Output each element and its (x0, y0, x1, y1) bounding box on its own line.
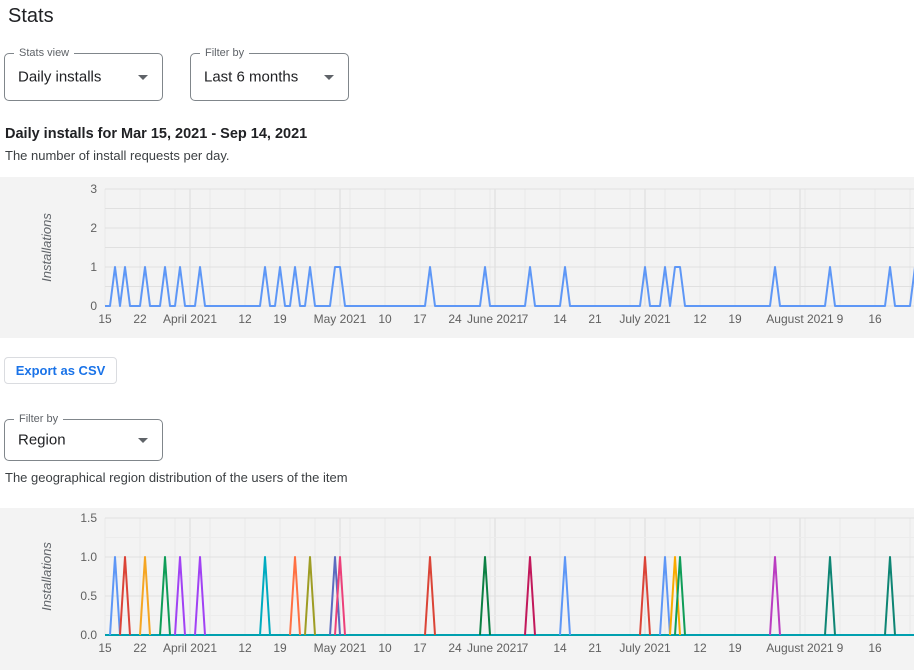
region-spike-series (119, 556, 131, 636)
x-axis-tick-label: 17 (413, 312, 427, 326)
x-axis-tick-label: 19 (728, 641, 742, 655)
daily-installs-subheading: The number of install requests per day. (5, 148, 230, 163)
region-filter-select-value: Region (18, 431, 66, 449)
x-axis-tick-label: 17 (413, 641, 427, 655)
x-axis-tick-label: May 2021 (314, 312, 367, 326)
region-spike-series (329, 556, 341, 636)
region-spike-series (524, 556, 536, 636)
y-axis-tick-label: 1 (90, 260, 97, 274)
x-axis-tick-label: 12 (238, 312, 252, 326)
region-filter-select[interactable]: Filter by Region (4, 413, 163, 461)
x-axis-tick-label: May 2021 (314, 641, 367, 655)
x-axis-tick-label: 21 (588, 312, 602, 326)
y-axis-tick-label: 0.5 (80, 589, 97, 603)
region-spike-series (194, 556, 206, 636)
x-axis-tick-label: 12 (693, 641, 707, 655)
region-spike-series (289, 556, 301, 636)
x-axis-tick-label: 10 (378, 641, 392, 655)
y-axis-tick-label: 1.0 (80, 550, 97, 564)
x-axis-tick-label: 21 (588, 641, 602, 655)
time-filter-select-value: Last 6 months (204, 68, 299, 86)
x-axis-tick-label: 9 (837, 312, 844, 326)
y-axis-tick-label: 0.0 (80, 628, 97, 642)
x-axis-tick-label: 14 (553, 312, 567, 326)
region-distribution-description: The geographical region distribution of … (5, 470, 348, 485)
x-axis-tick-label: August 2021 (766, 312, 834, 326)
y-axis-tick-label: 0 (90, 299, 97, 313)
x-axis-tick-label: 15 (98, 641, 112, 655)
x-axis-tick-label: 19 (273, 312, 287, 326)
daily-installs-heading: Daily installs for Mar 15, 2021 - Sep 14… (5, 126, 308, 142)
region-spike-series (769, 556, 781, 636)
x-axis-tick-label: 14 (553, 641, 567, 655)
region-spike-series (159, 556, 171, 636)
region-spike-series (259, 556, 271, 636)
x-axis-tick-label: 16 (868, 641, 882, 655)
region-spike-series (424, 556, 436, 636)
x-axis-tick-label: 19 (273, 641, 287, 655)
region-spike-series (139, 556, 151, 636)
region-spike-series (559, 556, 571, 636)
x-axis-tick-label: August 2021 (766, 641, 834, 655)
x-axis-tick-label: 7 (522, 312, 529, 326)
chevron-down-icon (138, 75, 148, 80)
x-axis-tick-label: 16 (868, 312, 882, 326)
x-axis-tick-label: 12 (693, 312, 707, 326)
x-axis-tick-label: 22 (133, 641, 147, 655)
x-axis-tick-label: April 2021 (163, 312, 217, 326)
region-installs-chart[interactable]: 0.0 0.5 1.0 1.5 15 22 April 2021 12 19 May 2021 10… (0, 508, 914, 670)
chevron-down-icon (324, 75, 334, 80)
region-spike-series (884, 556, 896, 636)
installs-line-series (105, 266, 914, 307)
x-axis-tick-label: July 2021 (619, 312, 671, 326)
region-spike-series (824, 556, 836, 636)
y-axis-tick-label: 3 (90, 182, 97, 196)
region-spike-series (334, 556, 346, 636)
region-spike-series (479, 556, 491, 636)
time-filter-select-label: Filter by (200, 47, 250, 60)
time-filter-select[interactable]: Filter by Last 6 months (190, 47, 349, 101)
x-axis-tick-label: 9 (837, 641, 844, 655)
x-axis-tick-label: June 2021 (467, 641, 523, 655)
x-axis-tick-label: April 2021 (163, 641, 217, 655)
y-axis-title: Installations (39, 213, 54, 282)
x-axis-tick-label: 24 (448, 641, 462, 655)
region-spike-series (669, 556, 681, 636)
chevron-down-icon (138, 438, 148, 443)
region-spike-series (109, 556, 121, 636)
region-spike-series (659, 556, 671, 636)
stats-view-select[interactable]: Stats view Daily installs (4, 47, 163, 101)
x-axis-tick-label: 15 (98, 312, 112, 326)
region-spike-series (674, 556, 686, 636)
x-axis-tick-label: 22 (133, 312, 147, 326)
region-spike-series (639, 556, 651, 636)
page-title: Stats (8, 5, 54, 27)
y-axis-title: Installations (39, 542, 54, 611)
x-axis-tick-label: 7 (522, 641, 529, 655)
stats-view-select-label: Stats view (14, 47, 75, 60)
y-axis-tick-label: 1.5 (80, 511, 97, 525)
x-axis-tick-label: July 2021 (619, 641, 671, 655)
stats-view-select-value: Daily installs (18, 68, 102, 86)
export-csv-button[interactable]: Export as CSV (4, 357, 117, 384)
x-axis-tick-label: June 2021 (467, 312, 523, 326)
region-spike-series (174, 556, 186, 636)
x-axis-tick-label: 10 (378, 312, 392, 326)
region-filter-select-label: Filter by (14, 413, 64, 426)
x-axis-tick-label: 12 (238, 641, 252, 655)
y-axis-tick-label: 2 (90, 221, 97, 235)
x-axis-tick-label: 19 (728, 312, 742, 326)
x-axis-tick-label: 24 (448, 312, 462, 326)
region-spike-series (304, 556, 316, 636)
